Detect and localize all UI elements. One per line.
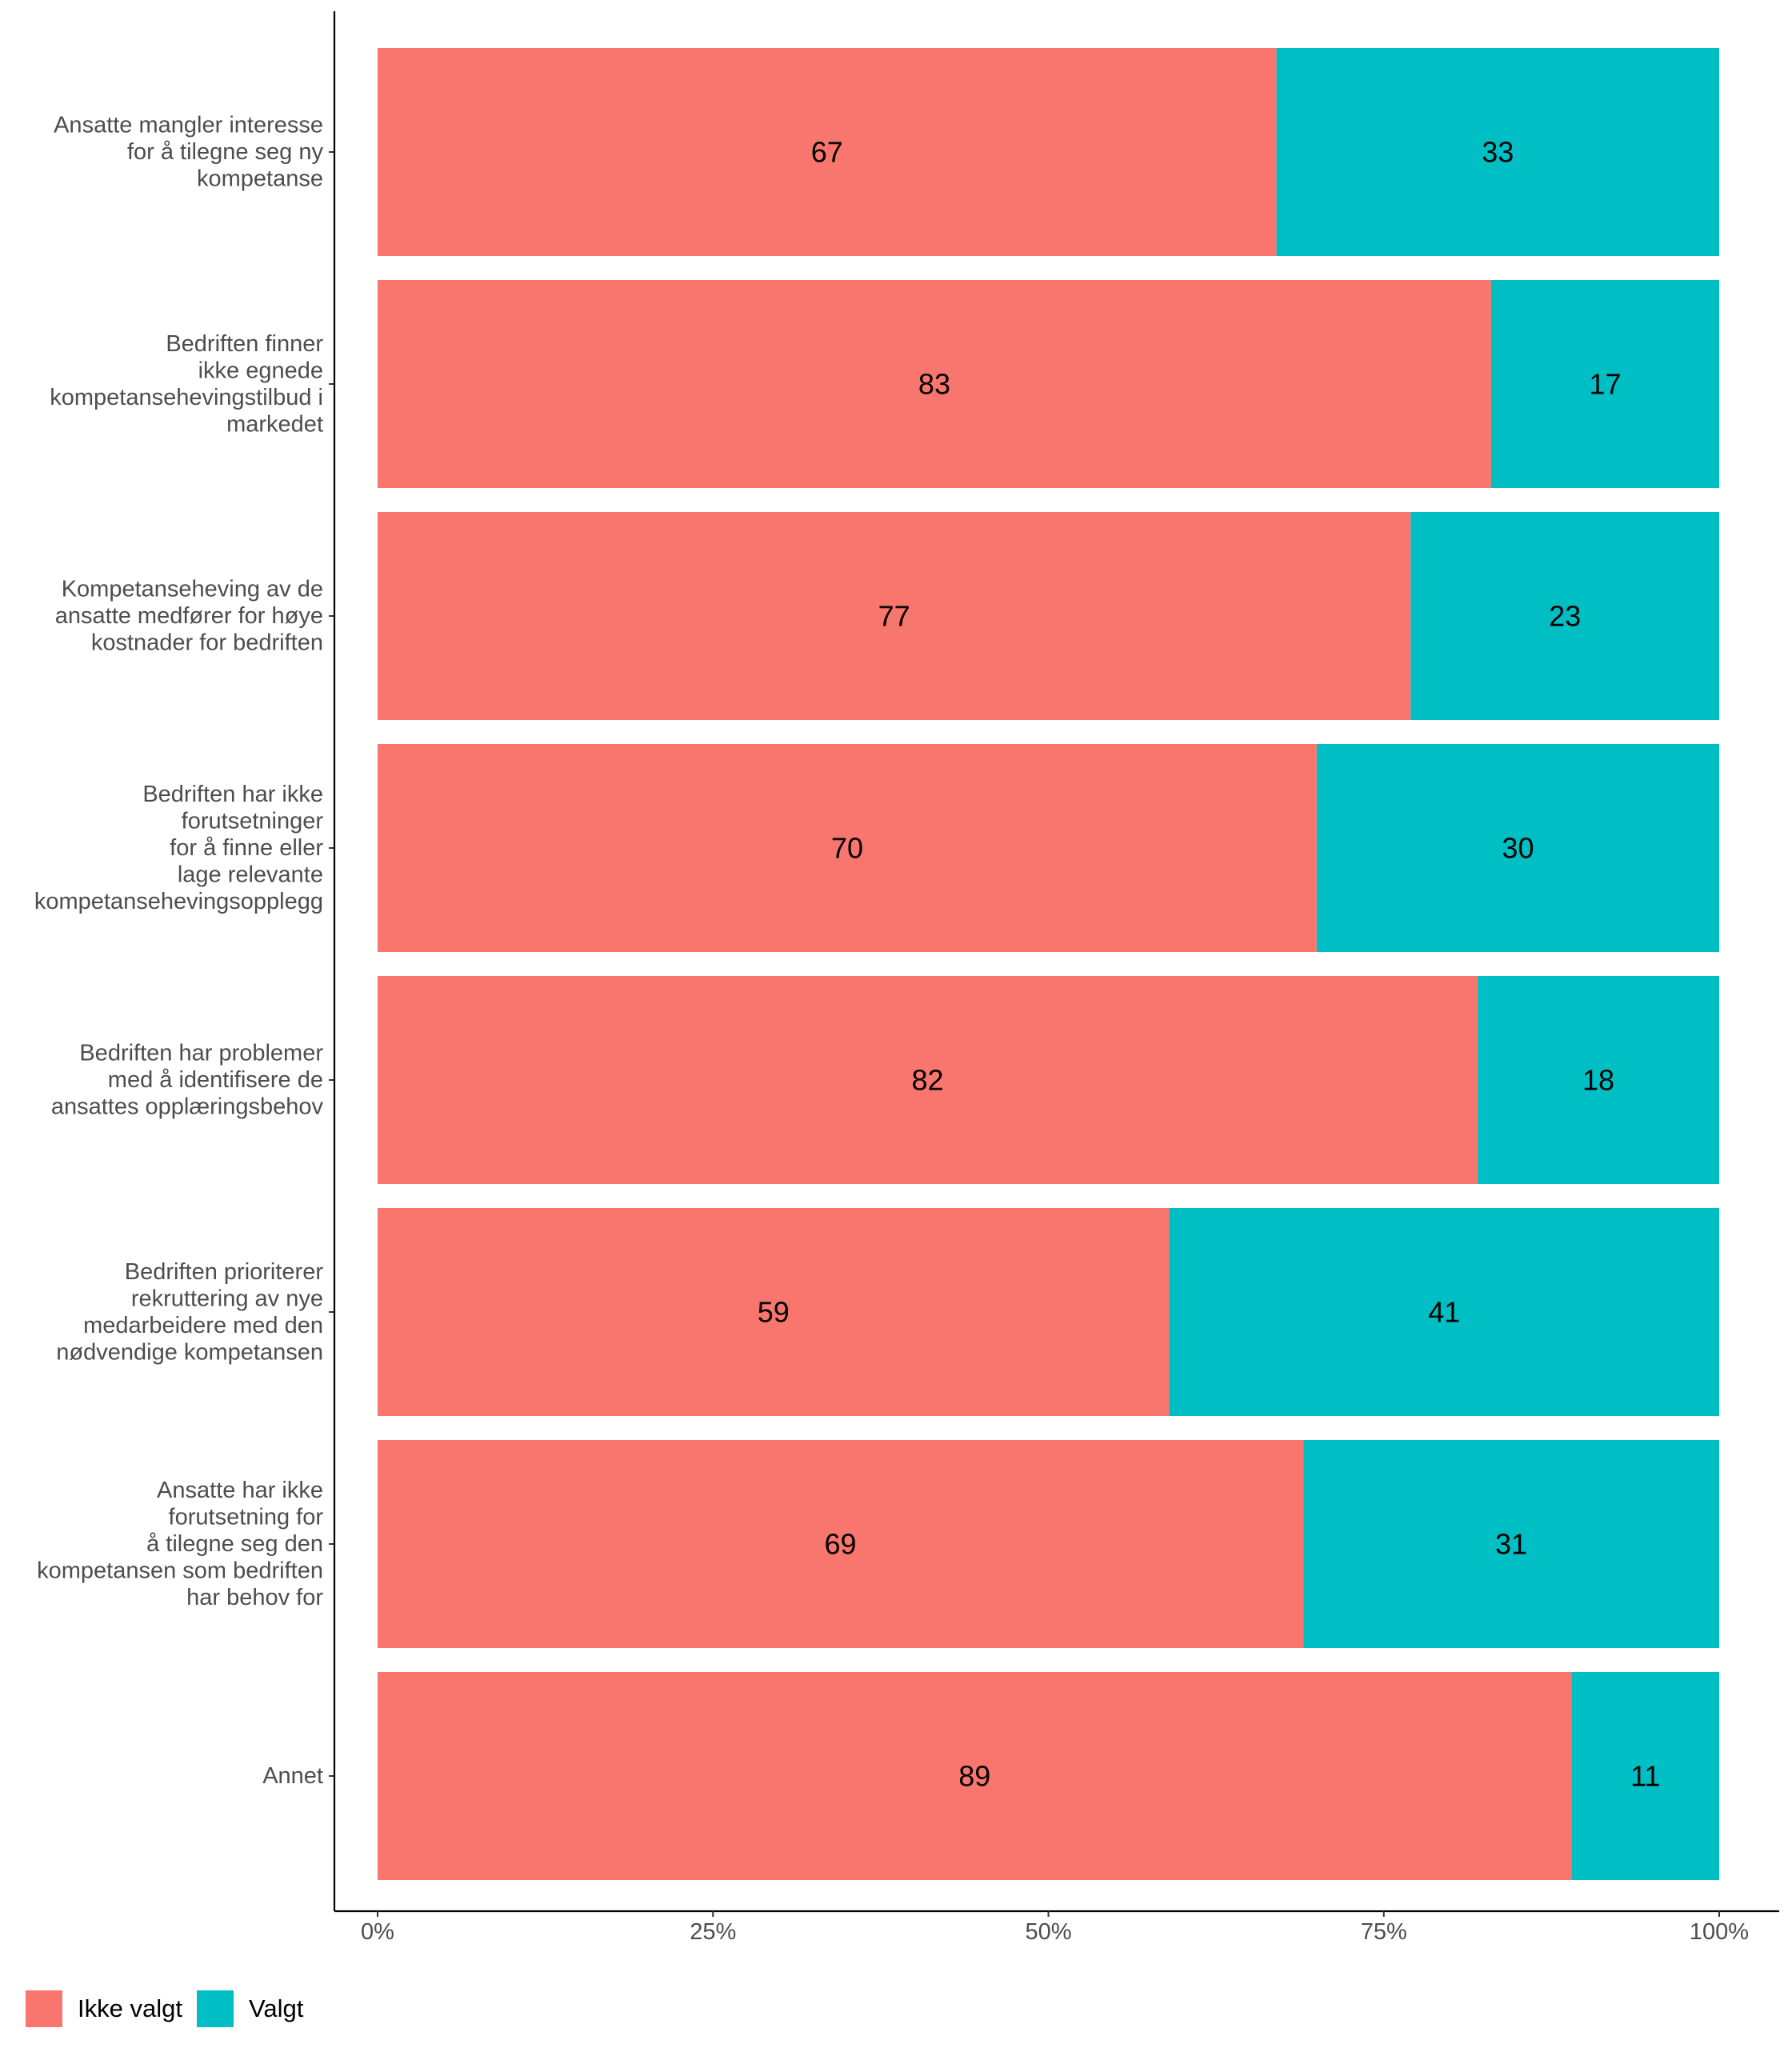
category-label-line: Bedriften prioriterer	[125, 1259, 324, 1285]
bar-ikke-valgt-4	[378, 976, 1478, 1184]
category-label-line: ansattes opplæringsbehov	[51, 1094, 324, 1120]
category-label-line: kompetansehevingsopplegg	[34, 889, 323, 914]
bar-valgt-0	[1276, 48, 1719, 256]
data-label-ikke-valgt-7: 89	[958, 1760, 990, 1793]
category-label-0: Ansatte mangler interesse for å tilegne s…	[54, 113, 323, 192]
category-label-line: forutsetninger	[182, 809, 324, 834]
category-label-3: Bedriften har ikke forutsetninger for å fi…	[34, 782, 323, 914]
category-label-line: kostnader for bedriften	[91, 630, 323, 656]
x-tick-label-2: 50%	[1025, 1919, 1071, 1945]
category-label-line: forutsetning for	[169, 1505, 324, 1530]
category-label-line: kompetansehevingstilbud i	[50, 385, 323, 410]
bar-ikke-valgt-5	[378, 1208, 1170, 1416]
category-label-line: Bedriften finner	[166, 331, 323, 357]
bar-ikke-valgt-1	[378, 280, 1491, 488]
data-label-valgt-6: 31	[1495, 1528, 1527, 1561]
bar-valgt-6	[1303, 1440, 1719, 1648]
category-label-line: kompetanse	[197, 166, 323, 192]
bar-valgt-3	[1316, 744, 1719, 952]
data-label-valgt-4: 18	[1582, 1064, 1614, 1097]
data-label-ikke-valgt-2: 77	[878, 600, 910, 633]
bar-valgt-5	[1169, 1208, 1719, 1416]
category-label-line: Bedriften har ikke	[142, 782, 323, 807]
data-label-ikke-valgt-4: 82	[912, 1064, 944, 1097]
category-label-line: med å identifisere de	[108, 1067, 323, 1093]
data-label-valgt-1: 17	[1589, 368, 1621, 401]
x-tick-label-0: 0%	[361, 1919, 394, 1945]
category-label-line: Annet	[262, 1763, 323, 1789]
category-label-line: Kompetanseheving av de	[62, 577, 323, 602]
data-label-valgt-5: 41	[1428, 1296, 1460, 1329]
category-label-line: markedet	[226, 411, 323, 437]
legend-swatch-valgt	[196, 1990, 234, 2027]
legend-item-valgt: Valgt	[196, 1990, 313, 2027]
bars-layer: 67 33 83 17 77 23 70 30 82 18 59 41 69 31 89 11	[378, 48, 1719, 1880]
data-label-ikke-valgt-5: 59	[758, 1296, 790, 1329]
category-label-line: for å finne eller	[170, 835, 323, 861]
category-label-line: Bedriften har problemer	[79, 1041, 323, 1066]
legend-label-valgt: Valgt	[248, 1994, 304, 2022]
data-label-valgt-7: 11	[1630, 1760, 1660, 1793]
category-label-line: rekruttering av nye	[131, 1286, 323, 1311]
category-label-line: ansatte medfører for høye	[55, 603, 323, 629]
data-label-ikke-valgt-1: 83	[918, 368, 950, 401]
category-label-line: kompetansen som bedriften	[37, 1558, 323, 1584]
bar-ikke-valgt-2	[378, 512, 1411, 720]
x-tick-label-1: 25%	[690, 1919, 736, 1945]
category-label-line: Ansatte mangler interesse	[54, 113, 323, 138]
data-label-valgt-3: 30	[1502, 832, 1534, 865]
axes-layer: Ansatte mangler interesse for å tilegne s…	[34, 11, 1779, 1945]
data-label-ikke-valgt-6: 69	[825, 1528, 857, 1561]
category-label-line: lage relevante	[178, 862, 323, 888]
category-label-line: for å tilegne seg ny	[127, 139, 324, 165]
category-label-line: nødvendige kompetansen	[56, 1339, 323, 1365]
data-label-ikke-valgt-0: 67	[811, 136, 843, 169]
x-tick-label-3: 75%	[1361, 1919, 1407, 1945]
bar-ikke-valgt-3	[378, 744, 1317, 952]
category-label-4: Bedriften har problemer med å identifiser…	[51, 1041, 324, 1120]
category-label-5: Bedriften prioriterer rekruttering av nye…	[56, 1259, 323, 1366]
legend-item-ikke-valgt: Ikke valgt	[26, 1990, 192, 2027]
bar-ikke-valgt-7	[378, 1672, 1572, 1880]
data-label-ikke-valgt-3: 70	[831, 832, 863, 865]
category-label-1: Bedriften finner ikke egnede kompetansehev…	[50, 331, 323, 438]
bar-valgt-7	[1571, 1672, 1719, 1880]
legend: Ikke valgt Valgt	[26, 1990, 318, 2027]
category-label-7: Annet	[262, 1763, 323, 1789]
category-label-line: medarbeidere med den	[83, 1313, 323, 1338]
bar-valgt-2	[1410, 512, 1719, 720]
category-label-6: Ansatte har ikke forutsetning for å tilegn…	[37, 1478, 323, 1610]
legend-label-ikke-valgt: Ikke valgt	[78, 1994, 182, 2022]
category-label-line: har behov for	[186, 1585, 323, 1610]
category-label-line: Ansatte har ikke	[157, 1478, 323, 1503]
bar-ikke-valgt-6	[378, 1440, 1304, 1648]
category-label-2: Kompetanseheving av de ansatte medfører f…	[55, 577, 323, 656]
data-label-valgt-2: 23	[1549, 600, 1581, 633]
x-tick-label-4: 100%	[1690, 1919, 1749, 1945]
legend-swatch-ikke-valgt	[26, 1990, 62, 2027]
category-label-line: å tilegne seg den	[146, 1531, 323, 1557]
bar-valgt-1	[1490, 280, 1719, 488]
category-label-line: ikke egnede	[198, 358, 323, 383]
bar-ikke-valgt-0	[378, 48, 1277, 256]
data-label-valgt-0: 33	[1482, 136, 1514, 169]
bar-valgt-4	[1478, 976, 1719, 1184]
